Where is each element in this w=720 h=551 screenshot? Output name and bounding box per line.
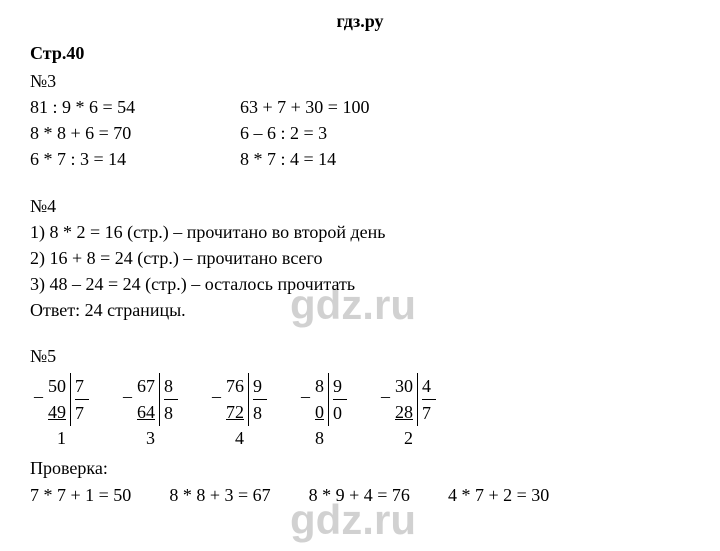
divisor: 4 bbox=[422, 373, 436, 400]
ex4-line: 3) 48 – 24 = 24 (стр.) – осталось прочит… bbox=[30, 271, 690, 297]
quotient: 7 bbox=[75, 400, 89, 426]
divisor: 9 bbox=[253, 373, 267, 400]
divisor: 8 bbox=[164, 373, 178, 400]
ex5-divisions-row: – 50 49 1 7 7 – 67 64 3 8 8 bbox=[30, 373, 690, 451]
subtrahend: 0 bbox=[315, 399, 324, 425]
minus-sign: – bbox=[34, 383, 43, 409]
ex4-label: №4 bbox=[30, 193, 690, 219]
subtrahend: 64 bbox=[137, 399, 155, 425]
ex5-check: 7 * 7 + 1 = 50 bbox=[30, 482, 131, 508]
ex4-line: 2) 16 + 8 = 24 (стр.) – прочитано всего bbox=[30, 245, 690, 271]
ex3-label: №3 bbox=[30, 68, 690, 94]
ex5-label: №5 bbox=[30, 343, 690, 369]
dividend: 50 bbox=[48, 373, 66, 399]
ex3-eq: 63 + 7 + 30 = 100 bbox=[240, 94, 440, 120]
ex3-eq: 8 * 8 + 6 = 70 bbox=[30, 120, 240, 146]
quotient: 7 bbox=[422, 400, 436, 426]
ex5-check: 8 * 8 + 3 = 67 bbox=[169, 482, 270, 508]
ex5-check: 8 * 9 + 4 = 76 bbox=[309, 482, 410, 508]
divisor: 9 bbox=[333, 373, 347, 400]
ex5-check: 4 * 7 + 2 = 30 bbox=[448, 482, 549, 508]
remainder: 4 bbox=[235, 425, 244, 451]
long-division: – 76 72 4 9 8 bbox=[226, 373, 267, 451]
quotient: 8 bbox=[253, 400, 267, 426]
ex3-eq: 81 : 9 * 6 = 54 bbox=[30, 94, 240, 120]
divisor: 7 bbox=[75, 373, 89, 400]
ex5-check-label: Проверка: bbox=[30, 455, 690, 481]
long-division: – 30 28 2 4 7 bbox=[395, 373, 436, 451]
minus-sign: – bbox=[301, 383, 310, 409]
quotient: 8 bbox=[164, 400, 178, 426]
ex3-row: 81 : 9 * 6 = 54 63 + 7 + 30 = 100 bbox=[30, 94, 690, 120]
remainder: 2 bbox=[404, 425, 413, 451]
long-division: – 50 49 1 7 7 bbox=[48, 373, 89, 451]
dividend: 8 bbox=[315, 373, 324, 399]
quotient: 0 bbox=[333, 400, 347, 426]
ex3-eq: 6 – 6 : 2 = 3 bbox=[240, 120, 440, 146]
ex3-eq: 6 * 7 : 3 = 14 bbox=[30, 146, 240, 172]
long-division: – 8 0 8 9 0 bbox=[315, 373, 347, 451]
ex5-check-row: 7 * 7 + 1 = 50 8 * 8 + 3 = 67 8 * 9 + 4 … bbox=[30, 482, 690, 508]
minus-sign: – bbox=[381, 383, 390, 409]
subtrahend: 49 bbox=[48, 399, 66, 425]
long-division: – 67 64 3 8 8 bbox=[137, 373, 178, 451]
remainder: 1 bbox=[57, 425, 66, 451]
subtrahend: 72 bbox=[226, 399, 244, 425]
dividend: 30 bbox=[395, 373, 413, 399]
ex4-answer: Ответ: 24 страницы. bbox=[30, 297, 690, 323]
page-label: Стр.40 bbox=[30, 40, 690, 66]
ex4-line: 1) 8 * 2 = 16 (стр.) – прочитано во втор… bbox=[30, 219, 690, 245]
dividend: 67 bbox=[137, 373, 155, 399]
minus-sign: – bbox=[212, 383, 221, 409]
dividend: 76 bbox=[226, 373, 244, 399]
ex3-eq: 8 * 7 : 4 = 14 bbox=[240, 146, 440, 172]
remainder: 8 bbox=[315, 425, 324, 451]
remainder: 3 bbox=[146, 425, 155, 451]
ex3-row: 6 * 7 : 3 = 14 8 * 7 : 4 = 14 bbox=[30, 146, 690, 172]
subtrahend: 28 bbox=[395, 399, 413, 425]
site-header: гдз.ру bbox=[30, 8, 690, 34]
minus-sign: – bbox=[123, 383, 132, 409]
ex3-row: 8 * 8 + 6 = 70 6 – 6 : 2 = 3 bbox=[30, 120, 690, 146]
